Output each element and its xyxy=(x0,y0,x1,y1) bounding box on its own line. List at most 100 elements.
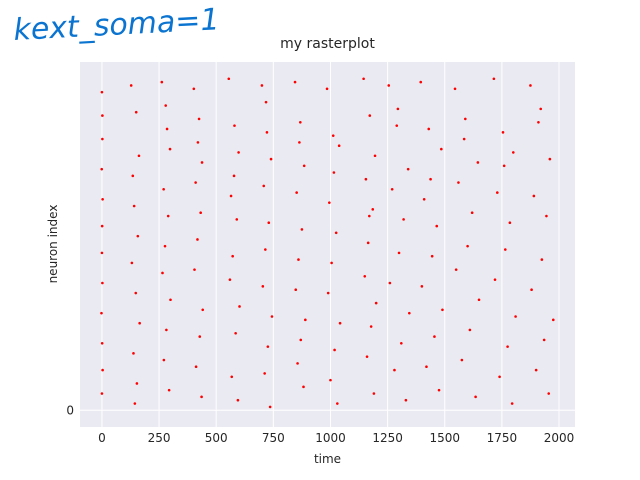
spike-point xyxy=(196,141,200,144)
spike-point xyxy=(304,318,307,322)
x-tick-label: 1750 xyxy=(487,431,518,445)
spike-point xyxy=(460,358,464,362)
spike-point xyxy=(501,131,505,134)
spike-point xyxy=(477,298,481,302)
spike-point xyxy=(296,362,299,365)
spike-point xyxy=(264,100,268,104)
spike-point xyxy=(400,341,403,345)
spike-point xyxy=(510,402,514,405)
spike-point xyxy=(169,298,172,302)
spike-point xyxy=(534,368,538,372)
spike-point xyxy=(134,291,138,295)
spike-point xyxy=(227,77,231,81)
spike-point xyxy=(166,214,170,218)
spike-point xyxy=(530,288,533,292)
spike-point xyxy=(366,241,370,245)
spike-point xyxy=(167,388,171,392)
x-axis-label: time xyxy=(314,452,341,466)
spike-point xyxy=(495,191,499,194)
spike-point xyxy=(362,77,365,81)
spike-point xyxy=(326,291,330,295)
spike-point xyxy=(333,348,336,352)
spike-point xyxy=(101,197,104,201)
spike-point xyxy=(540,258,544,261)
handwritten-annotation: kext_soma=1 xyxy=(13,2,221,48)
spike-point xyxy=(390,187,394,191)
y-tick-label: 0 xyxy=(66,403,74,417)
spike-point xyxy=(100,392,104,395)
spike-point xyxy=(468,328,472,332)
x-tick-label: 2000 xyxy=(544,431,575,445)
spike-point xyxy=(237,151,240,154)
spike-point xyxy=(331,134,335,137)
spike-point xyxy=(101,114,104,117)
spike-point xyxy=(192,87,196,91)
spike-point xyxy=(404,398,408,402)
spike-point xyxy=(337,144,341,148)
spike-point xyxy=(268,405,272,409)
spike-point xyxy=(235,218,239,221)
y-axis-label: neuron index xyxy=(46,205,60,284)
spike-point xyxy=(100,341,104,345)
spike-point xyxy=(532,194,536,198)
spike-point xyxy=(397,251,401,255)
spike-point xyxy=(419,80,423,84)
plot-background xyxy=(80,62,575,427)
spike-point xyxy=(267,221,271,225)
x-tick-label: 1000 xyxy=(315,431,346,445)
spike-point xyxy=(261,285,265,288)
spike-point xyxy=(129,84,133,87)
spike-point xyxy=(162,187,165,191)
spike-point xyxy=(136,234,140,238)
spike-point xyxy=(396,107,400,111)
spike-point xyxy=(406,167,410,171)
spike-point xyxy=(302,164,306,168)
spike-point xyxy=(101,368,104,372)
spike-point xyxy=(393,368,396,372)
spike-point xyxy=(165,127,169,131)
spike-point xyxy=(262,184,266,188)
spike-point xyxy=(466,244,469,248)
spike-point xyxy=(493,278,497,281)
chart-title: my rasterplot xyxy=(280,36,375,52)
spike-point xyxy=(100,311,103,315)
spike-point xyxy=(300,228,304,231)
spike-point xyxy=(476,161,480,164)
spike-point xyxy=(100,167,104,171)
spike-point xyxy=(295,191,298,194)
spike-point xyxy=(474,395,477,399)
spike-point xyxy=(100,224,104,228)
spike-point xyxy=(369,325,373,328)
spike-point xyxy=(100,90,104,94)
spike-point xyxy=(373,154,377,158)
spike-point xyxy=(441,308,444,312)
spike-point xyxy=(492,77,496,81)
spike-point xyxy=(371,208,375,211)
spike-point xyxy=(363,275,367,278)
spike-point xyxy=(233,124,236,127)
spike-point xyxy=(101,137,104,141)
spike-point xyxy=(368,214,371,218)
spike-point xyxy=(547,392,551,395)
spike-point xyxy=(200,395,203,399)
spike-point xyxy=(551,318,555,322)
x-tick-label: 0 xyxy=(98,431,106,445)
spike-point xyxy=(545,214,548,218)
spike-point xyxy=(338,321,342,325)
spike-point xyxy=(427,127,431,131)
spike-point xyxy=(408,311,411,315)
spike-point xyxy=(200,161,204,164)
x-tick-label: 1250 xyxy=(372,431,403,445)
spike-point xyxy=(101,281,104,285)
spike-point xyxy=(364,177,368,181)
spike-point xyxy=(462,137,466,141)
spike-point xyxy=(266,345,270,348)
spike-point xyxy=(238,305,241,308)
spike-point xyxy=(269,157,273,161)
spike-point xyxy=(132,352,135,355)
spike-point xyxy=(133,402,137,405)
spike-point xyxy=(260,84,264,87)
spike-point xyxy=(236,398,240,402)
spike-point xyxy=(470,211,474,214)
spike-point xyxy=(299,120,302,124)
